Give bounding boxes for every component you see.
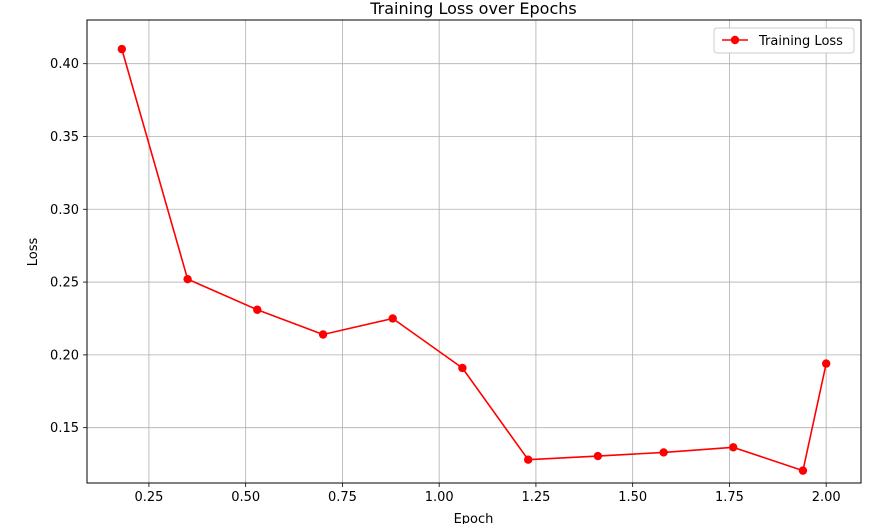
y-tick-label: 0.25 — [50, 276, 79, 291]
x-tick-label: 0.75 — [328, 490, 357, 505]
legend-label: Training Loss — [758, 34, 843, 49]
series-line — [121, 48, 827, 472]
y-axis-ticks: 0.15 0.20 0.25 0.30 0.35 0.40 — [50, 57, 87, 436]
y-tick-label: 0.35 — [50, 130, 79, 145]
data-point — [729, 443, 738, 452]
plot-area-frame — [86, 19, 862, 484]
y-tick-label: 0.30 — [50, 203, 79, 218]
x-axis-ticks: 0.25 0.50 0.75 1.00 1.25 1.50 1.75 2.00 — [134, 483, 841, 505]
y-tick-label: 0.40 — [50, 57, 79, 72]
data-point — [183, 274, 192, 284]
data-point — [458, 363, 467, 373]
x-tick-label: 1.25 — [521, 490, 550, 505]
chart-title: Training Loss over Epochs — [369, 0, 577, 18]
data-point — [523, 455, 533, 464]
x-tick-label: 2.00 — [812, 490, 841, 505]
data-point — [821, 359, 831, 368]
data-point — [388, 314, 397, 323]
x-tick-label: 0.50 — [231, 490, 260, 505]
legend-marker-swatch — [730, 35, 740, 45]
data-point — [798, 466, 808, 475]
x-tick-label: 1.00 — [425, 490, 454, 505]
series-layer — [117, 44, 831, 475]
y-axis-title: Loss — [26, 238, 41, 267]
legend: Training Loss — [713, 27, 855, 54]
x-tick-label: 0.25 — [134, 490, 163, 505]
legend-box — [713, 27, 855, 54]
data-point — [318, 330, 328, 339]
y-tick-label: 0.20 — [50, 348, 79, 363]
data-point — [659, 448, 668, 457]
data-point — [593, 451, 603, 461]
data-point — [117, 44, 127, 54]
x-axis-title: Epoch — [454, 512, 494, 524]
grid-lines — [87, 20, 861, 483]
data-point — [253, 305, 262, 314]
y-tick-label: 0.15 — [50, 421, 79, 436]
x-tick-label: 1.75 — [715, 490, 744, 505]
x-tick-label: 1.50 — [618, 490, 647, 505]
